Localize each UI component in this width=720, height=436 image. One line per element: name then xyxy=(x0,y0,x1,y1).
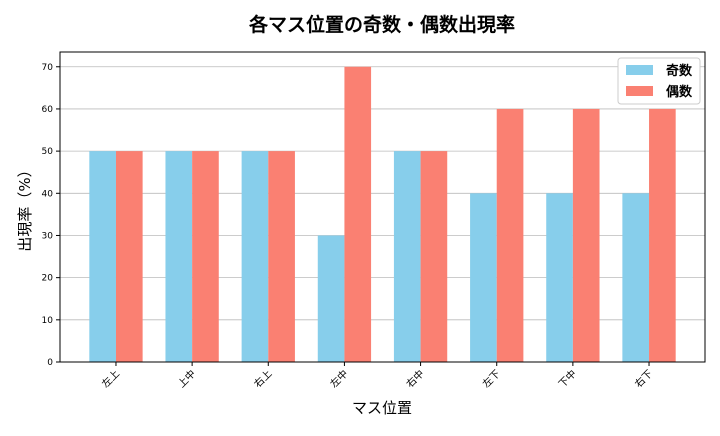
y-tick-label: 0 xyxy=(47,358,53,368)
y-tick-label: 50 xyxy=(42,147,54,157)
x-tick-label: 左上 xyxy=(99,367,122,390)
bar-odd xyxy=(622,193,650,362)
x-tick-label: 左中 xyxy=(327,367,350,390)
bar-odd xyxy=(89,151,116,362)
bar-odd xyxy=(317,235,345,362)
bar-even xyxy=(268,151,295,362)
y-axis-label: 出現率（%） xyxy=(16,162,34,251)
x-tick-label: 右上 xyxy=(251,367,274,390)
y-tick-label: 10 xyxy=(42,316,54,326)
y-tick-label: 70 xyxy=(42,63,54,73)
bar-odd xyxy=(393,151,421,362)
x-tick-label: 右中 xyxy=(403,367,426,390)
bar-odd xyxy=(241,151,269,362)
bar-even xyxy=(420,151,448,362)
x-tick-label: 下中 xyxy=(556,367,579,390)
legend-swatch-odd xyxy=(626,65,653,75)
legend-label-even: 偶数 xyxy=(666,84,693,100)
y-tick-label: 20 xyxy=(42,274,54,284)
x-tick-label: 上中 xyxy=(175,367,198,390)
bar-even xyxy=(192,151,219,362)
bar-even xyxy=(496,108,524,362)
bar-odd xyxy=(470,193,497,362)
legend: 奇数 偶数 xyxy=(617,57,701,105)
plot-frame xyxy=(59,51,706,363)
x-axis-label: マス位置 xyxy=(352,399,412,417)
bar-even xyxy=(649,108,676,362)
bar-even xyxy=(572,108,600,362)
legend-label-odd: 奇数 xyxy=(666,63,693,79)
bar-odd xyxy=(165,151,193,362)
legend-swatch-even xyxy=(626,86,653,96)
y-tick-label: 60 xyxy=(42,105,54,115)
x-tick-label: 右下 xyxy=(632,367,655,390)
bar-odd xyxy=(546,193,573,362)
x-tick-label: 左下 xyxy=(480,367,503,390)
chart-title: 各マス位置の奇数・偶数出現率 xyxy=(248,13,515,36)
y-tick-label: 30 xyxy=(42,231,54,241)
y-tick-label: 40 xyxy=(42,189,54,199)
bar-even xyxy=(115,151,143,362)
bar-even xyxy=(344,66,372,362)
